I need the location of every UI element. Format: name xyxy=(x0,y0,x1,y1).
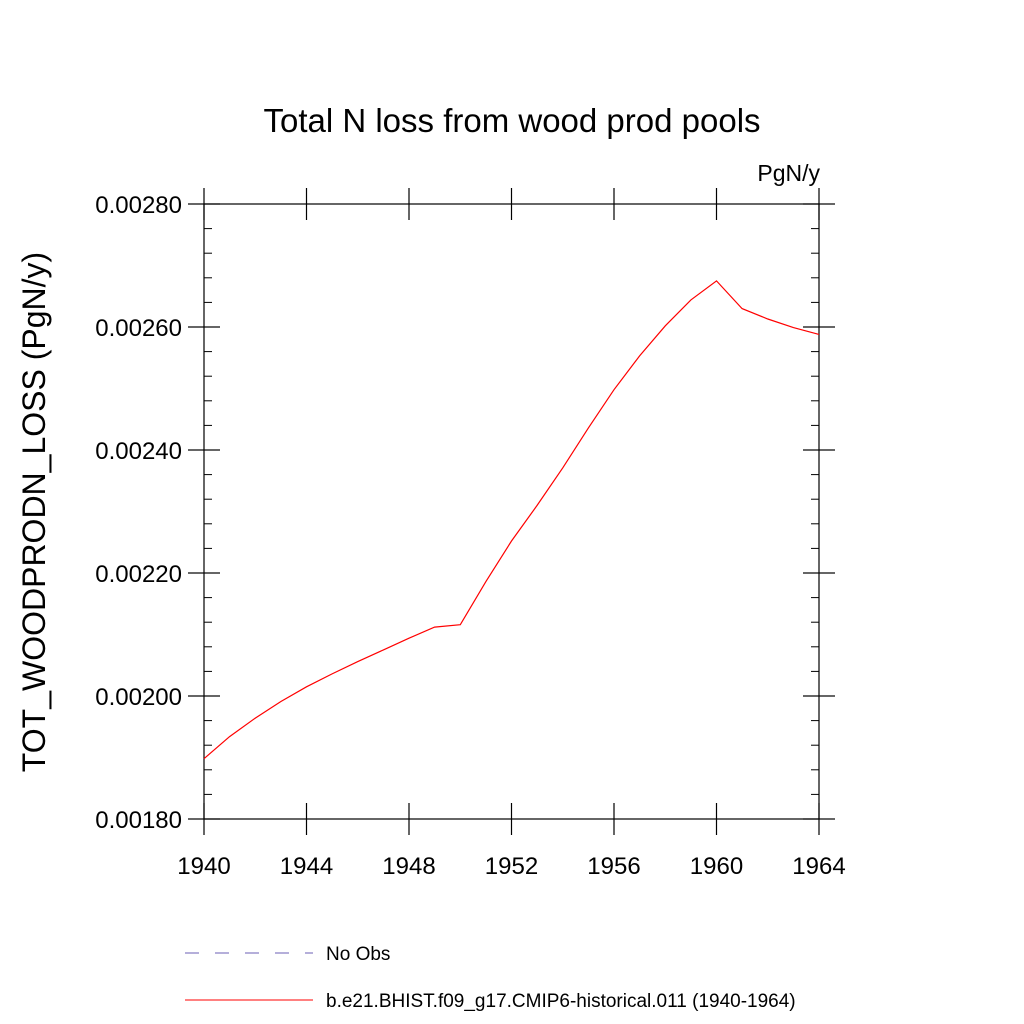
y-tick-label: 0.00240 xyxy=(95,438,182,465)
y-tick-label: 0.00260 xyxy=(95,315,182,342)
x-tick-label: 1952 xyxy=(485,853,538,880)
y-axis-label: TOT_WOODPRODN_LOSS (PgN/y) xyxy=(16,252,52,772)
x-tick-label: 1944 xyxy=(280,853,333,880)
y-tick-label: 0.00220 xyxy=(95,561,182,588)
legend-label: b.e21.BHIST.f09_g17.CMIP6-historical.011… xyxy=(326,991,796,1012)
axis-ticks xyxy=(188,188,835,835)
chart-title: Total N loss from wood prod pools xyxy=(263,102,760,139)
units-label: PgN/y xyxy=(757,160,820,186)
series-lines xyxy=(203,280,820,760)
axis-tick-labels: 1940 1944 1948 1952 1956 1960 1964 0.00180 0.002… xyxy=(95,192,845,880)
legend-label: No Obs xyxy=(326,944,390,965)
x-tick-label: 1948 xyxy=(382,853,435,880)
plot-frame xyxy=(203,203,820,820)
x-tick-label: 1964 xyxy=(792,853,845,880)
y-tick-label: 0.00280 xyxy=(95,192,182,219)
y-tick-label: 0.00200 xyxy=(95,684,182,711)
x-tick-label: 1956 xyxy=(587,853,640,880)
y-tick-label: 0.00180 xyxy=(95,807,182,834)
series-line xyxy=(203,280,820,760)
x-tick-label: 1960 xyxy=(690,853,743,880)
legend: No Obs b.e21.BHIST.f09_g17.CMIP6-historic… xyxy=(185,944,796,1012)
x-tick-label: 1940 xyxy=(177,853,230,880)
